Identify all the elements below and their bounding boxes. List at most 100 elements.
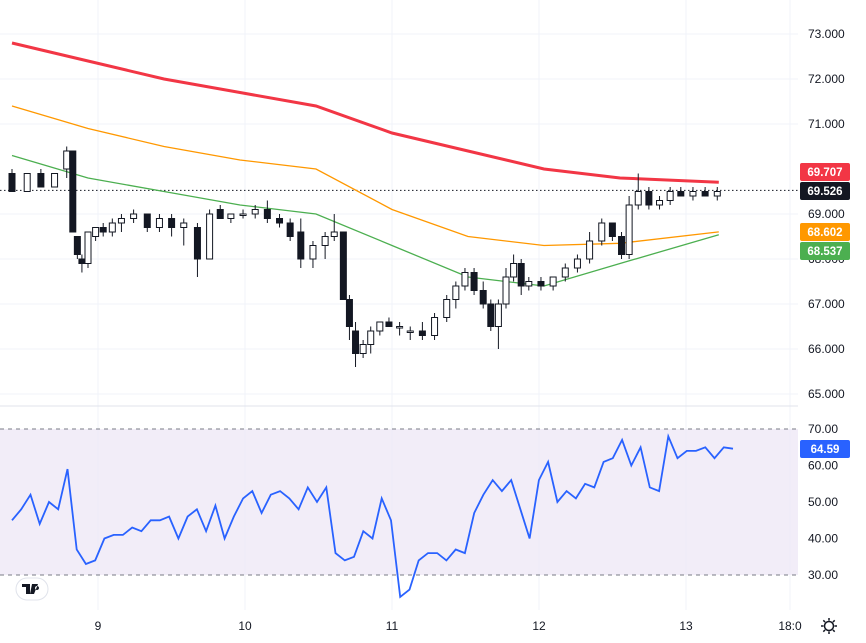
candle-body [645, 191, 653, 206]
candle-body [461, 272, 469, 287]
candle-body [309, 245, 317, 260]
candle-body [367, 330, 375, 345]
candle [8, 169, 16, 192]
candle-body [376, 321, 384, 332]
candle-body [487, 303, 495, 327]
candle-body [339, 231, 347, 300]
rsi-axis[interactable]: 70.00 60.00 50.00 40.00 30.00 [808, 422, 838, 582]
candle-body [418, 330, 426, 336]
candle [549, 276, 557, 291]
candle-body [216, 209, 224, 219]
candle-body [502, 276, 510, 305]
candle-body [84, 231, 92, 264]
candle [510, 254, 518, 282]
candle [479, 281, 487, 309]
candle [117, 214, 125, 232]
candle [63, 146, 71, 178]
ma-orange-price-tag: 68.602 [800, 223, 850, 241]
candle-body [23, 173, 31, 192]
time-tick-label: 10 [238, 619, 252, 633]
candle [525, 277, 533, 291]
candle [51, 173, 59, 188]
moving-average-line-1 [11, 41, 719, 184]
candle [561, 263, 569, 282]
candle [168, 214, 176, 237]
candle-body [385, 321, 393, 327]
candle-body [251, 209, 259, 215]
price-tick-label: 73.000 [808, 27, 845, 41]
gear-ring [823, 620, 835, 632]
last-price-tag-text: 69.526 [807, 186, 842, 198]
price-tick-label: 71.000 [808, 117, 845, 131]
candle [452, 281, 460, 309]
candle [625, 196, 633, 259]
candle-body [573, 258, 581, 269]
candle [78, 254, 86, 273]
time-tick-label: 13 [679, 619, 693, 633]
price-tick-label: 69.000 [808, 207, 845, 221]
ma-red-price-tag-text: 69.707 [807, 167, 842, 179]
candle [108, 218, 116, 237]
candle [598, 218, 606, 246]
tradingview-logo[interactable] [15, 577, 49, 601]
candle [309, 241, 317, 268]
candle [23, 173, 31, 192]
candle [143, 213, 151, 232]
candle [239, 209, 247, 219]
candle-body [227, 213, 235, 219]
candle-body [625, 204, 633, 255]
candle [193, 223, 201, 277]
candle [634, 173, 642, 210]
price-tick-label: 67.000 [808, 297, 845, 311]
candle [251, 205, 259, 219]
rsi-tick-label: 70.00 [808, 422, 838, 436]
time-tick-label: 11 [386, 619, 399, 633]
time-axis[interactable]: 9 10 11 12 13 18:0 [95, 619, 802, 633]
candle-body [713, 191, 721, 197]
rsi-band [0, 428, 798, 576]
settings-gear-icon[interactable] [821, 618, 837, 634]
rsi-tick-label: 60.00 [808, 459, 838, 473]
candle [461, 268, 469, 291]
candle-body [92, 227, 100, 237]
time-tick-label: 9 [95, 619, 102, 633]
price-axis[interactable]: 73.00072.00071.00069.00068.00067.00066.0… [808, 27, 845, 401]
candle [84, 231, 92, 268]
candle [286, 218, 294, 241]
moving-average-line-2 [11, 105, 719, 247]
candle [216, 205, 224, 219]
candle [37, 169, 45, 188]
candle [689, 187, 697, 201]
candle-body [431, 317, 439, 336]
time-tick-label: 18:0 [778, 619, 802, 633]
candle [494, 299, 502, 349]
price-tick-label: 65.000 [808, 387, 845, 401]
candle [352, 322, 360, 367]
rsi-value-tag-text: 64.59 [811, 444, 840, 456]
candle [537, 277, 545, 291]
rsi-series-line [11, 433, 734, 599]
tradingview-logo-icon [22, 584, 40, 594]
rsi-value-tag: 64.59 [800, 440, 850, 458]
candle-body [352, 330, 360, 354]
candle-body [63, 150, 71, 170]
rsi-tick-label: 30.00 [808, 568, 838, 582]
candle-body [180, 222, 188, 228]
candle [206, 209, 214, 260]
candle [586, 232, 594, 264]
candle [517, 259, 525, 295]
candle-body [396, 326, 404, 329]
candle-body [193, 227, 201, 260]
candle [73, 236, 81, 259]
rsi-tick-label: 50.00 [808, 495, 838, 509]
price-tick-label: 66.000 [808, 342, 845, 356]
candle-body [656, 200, 664, 206]
ma-red-price-tag-background [800, 163, 850, 181]
ma-red-price-tag: 69.707 [800, 163, 850, 181]
candle-body [537, 281, 545, 287]
candle-body [8, 173, 16, 192]
rsi-tick-label: 40.00 [808, 532, 838, 546]
candle [487, 299, 495, 331]
candle-body [452, 285, 460, 300]
